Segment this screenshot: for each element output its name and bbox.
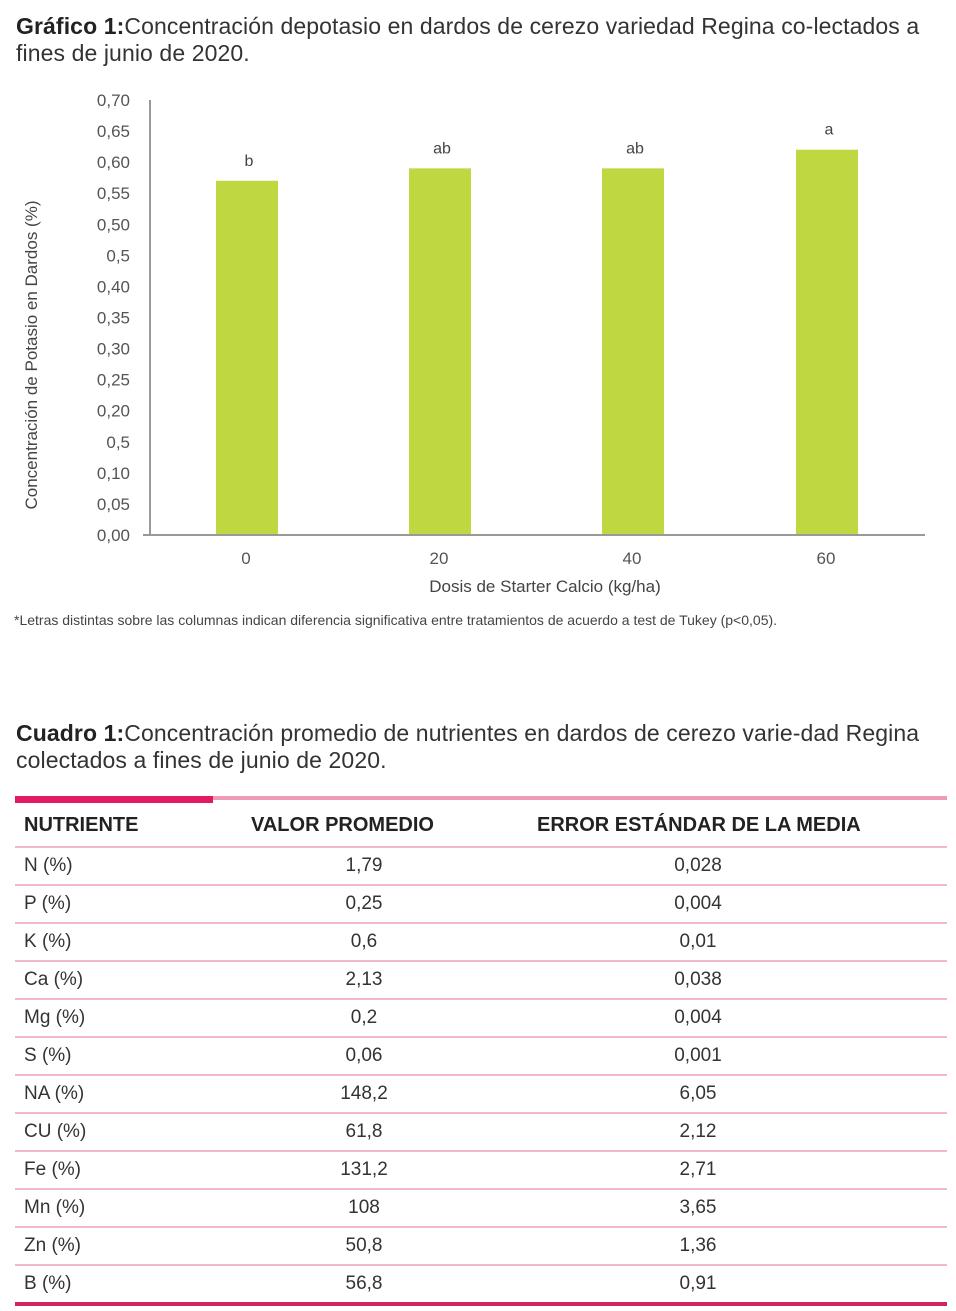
table-header-row: NUTRIENTE VALOR PROMEDIO ERROR ESTÁNDAR … [15, 804, 947, 847]
y-tick-label: 0,70 [97, 91, 130, 110]
nutrient-cell: NA (%) [15, 1074, 229, 1113]
table-accent-rule [15, 796, 213, 803]
chart-title-text: Concentración depotasio en dardos de cer… [16, 13, 920, 66]
bar [796, 149, 858, 535]
header-error-estandar: ERROR ESTÁNDAR DE LA MEDIA [537, 813, 861, 836]
table-top-rule [15, 796, 947, 803]
mean-value-cell: 0,6 [229, 922, 499, 961]
table-title-text: Concentración promedio de nutrientes en … [16, 720, 920, 773]
table-title: Cuadro 1:Concentración promedio de nutri… [16, 720, 946, 774]
bar [409, 168, 471, 535]
std-error-cell: 0,001 [499, 1036, 947, 1075]
nutrient-cell: P (%) [15, 884, 229, 923]
x-tick-label: 0 [241, 549, 250, 568]
significance-letter: ab [626, 140, 644, 157]
mean-value-cell: 61,8 [229, 1112, 499, 1151]
x-tick-label: 60 [817, 549, 836, 568]
mean-value-cell: 148,2 [229, 1074, 499, 1113]
x-tick-label: 20 [430, 549, 449, 568]
y-tick-label: 0,5 [106, 433, 130, 452]
std-error-cell: 2,12 [499, 1112, 947, 1151]
table-title-label: Cuadro 1: [16, 720, 125, 746]
table-row: K (%) 0,6 0,01 [15, 922, 947, 961]
significance-letters: b ab ab a [245, 122, 834, 170]
std-error-cell: 0,004 [499, 998, 947, 1037]
bars [216, 149, 858, 535]
nutrient-cell: B (%) [15, 1264, 229, 1306]
table-row: NA (%) 148,2 6,05 [15, 1074, 947, 1113]
y-axis-label: Concentración de Potasio en Dardos (%) [22, 201, 41, 510]
mean-value-cell: 56,8 [229, 1264, 499, 1306]
std-error-cell: 6,05 [499, 1074, 947, 1113]
std-error-cell: 0,91 [499, 1264, 947, 1306]
x-axis-label: Dosis de Starter Calcio (kg/ha) [429, 577, 660, 596]
x-tick-label: 40 [623, 549, 642, 568]
std-error-cell: 1,36 [499, 1226, 947, 1265]
header-valor-promedio: VALOR PROMEDIO [251, 813, 434, 836]
bar [602, 168, 664, 535]
nutrient-cell: N (%) [15, 846, 229, 885]
nutrient-cell: Mg (%) [15, 998, 229, 1037]
mean-value-cell: 50,8 [229, 1226, 499, 1265]
table-row: Ca (%) 2,13 0,038 [15, 960, 947, 999]
table-row: P (%) 0,25 0,004 [15, 884, 947, 923]
table-row: S (%) 0,06 0,001 [15, 1036, 947, 1075]
table-row: B (%) 56,8 0,91 [15, 1264, 947, 1306]
nutrient-cell: Ca (%) [15, 960, 229, 999]
y-tick-label: 0,65 [97, 122, 130, 141]
x-ticks: 0 20 40 60 [241, 549, 835, 568]
bar [216, 180, 278, 535]
y-ticks: 0,00 0,05 0,10 0,5 0,20 0,25 0,30 0,35 0,40 0,5 0,… [97, 91, 130, 545]
nutrient-cell: CU (%) [15, 1112, 229, 1151]
y-tick-label: 0,5 [106, 246, 130, 265]
nutrient-cell: S (%) [15, 1036, 229, 1075]
y-tick-label: 0,30 [97, 340, 130, 359]
nutrient-cell: Zn (%) [15, 1226, 229, 1265]
mean-value-cell: 0,25 [229, 884, 499, 923]
header-nutriente: NUTRIENTE [24, 813, 139, 836]
y-tick-label: 0,40 [97, 277, 130, 296]
std-error-cell: 2,71 [499, 1150, 947, 1189]
mean-value-cell: 131,2 [229, 1150, 499, 1189]
table-row: Mn (%) 108 3,65 [15, 1188, 947, 1227]
std-error-cell: 0,038 [499, 960, 947, 999]
table-row: N (%) 1,79 0,028 [15, 846, 947, 885]
std-error-cell: 0,004 [499, 884, 947, 923]
y-tick-label: 0,50 [97, 215, 130, 234]
table-row: Zn (%) 50,8 1,36 [15, 1226, 947, 1265]
std-error-cell: 0,01 [499, 922, 947, 961]
y-tick-label: 0,25 [97, 371, 130, 390]
significance-letter: ab [433, 140, 451, 157]
bar-chart: Concentración de Potasio en Dardos (%) 0… [22, 91, 925, 596]
y-tick-label: 0,20 [97, 402, 130, 421]
mean-value-cell: 2,13 [229, 960, 499, 999]
y-tick-label: 0,55 [97, 184, 130, 203]
y-axis-label-group: Concentración de Potasio en Dardos (%) [22, 201, 41, 510]
nutrient-cell: Mn (%) [15, 1188, 229, 1227]
mean-value-cell: 0,06 [229, 1036, 499, 1075]
y-tick-label: 0,00 [97, 526, 130, 545]
chart-title-label: Gráfico 1: [16, 13, 125, 39]
table-row: Mg (%) 0,2 0,004 [15, 998, 947, 1037]
table-row: CU (%) 61,8 2,12 [15, 1112, 947, 1151]
std-error-cell: 0,028 [499, 846, 947, 885]
mean-value-cell: 1,79 [229, 846, 499, 885]
mean-value-cell: 108 [229, 1188, 499, 1227]
y-tick-label: 0,10 [97, 464, 130, 483]
nutrient-cell: K (%) [15, 922, 229, 961]
nutrient-table-grid: NUTRIENTE VALOR PROMEDIO ERROR ESTÁNDAR … [15, 804, 947, 1306]
nutrient-cell: Fe (%) [15, 1150, 229, 1189]
y-tick-label: 0,35 [97, 309, 130, 328]
nutrient-table: NUTRIENTE VALOR PROMEDIO ERROR ESTÁNDAR … [15, 796, 947, 1306]
chart-title: Gráfico 1:Concentración depotasio en dar… [16, 13, 941, 67]
std-error-cell: 3,65 [499, 1188, 947, 1227]
mean-value-cell: 0,2 [229, 998, 499, 1037]
chart-footnote: *Letras distintas sobre las columnas ind… [14, 612, 778, 628]
y-tick-label: 0,05 [97, 495, 130, 514]
table-body: N (%) 1,79 0,028 P (%) 0,25 0,004 K (%) 0,6 0,01… [15, 846, 947, 1306]
significance-letter: b [245, 153, 254, 170]
table-row: Fe (%) 131,2 2,71 [15, 1150, 947, 1189]
significance-letter: a [825, 122, 834, 139]
y-tick-label: 0,60 [97, 153, 130, 172]
